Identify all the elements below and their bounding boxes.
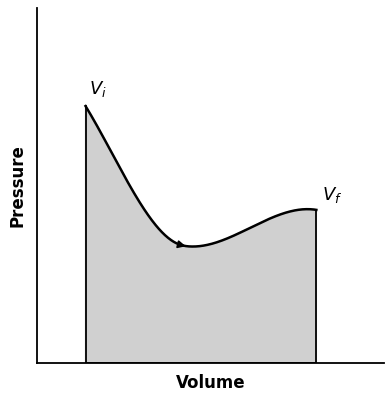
Text: $V_i$: $V_i$	[89, 79, 107, 99]
Text: $V_f$: $V_f$	[322, 185, 343, 205]
X-axis label: Volume: Volume	[176, 374, 245, 392]
Polygon shape	[85, 106, 316, 362]
Y-axis label: Pressure: Pressure	[8, 144, 26, 227]
